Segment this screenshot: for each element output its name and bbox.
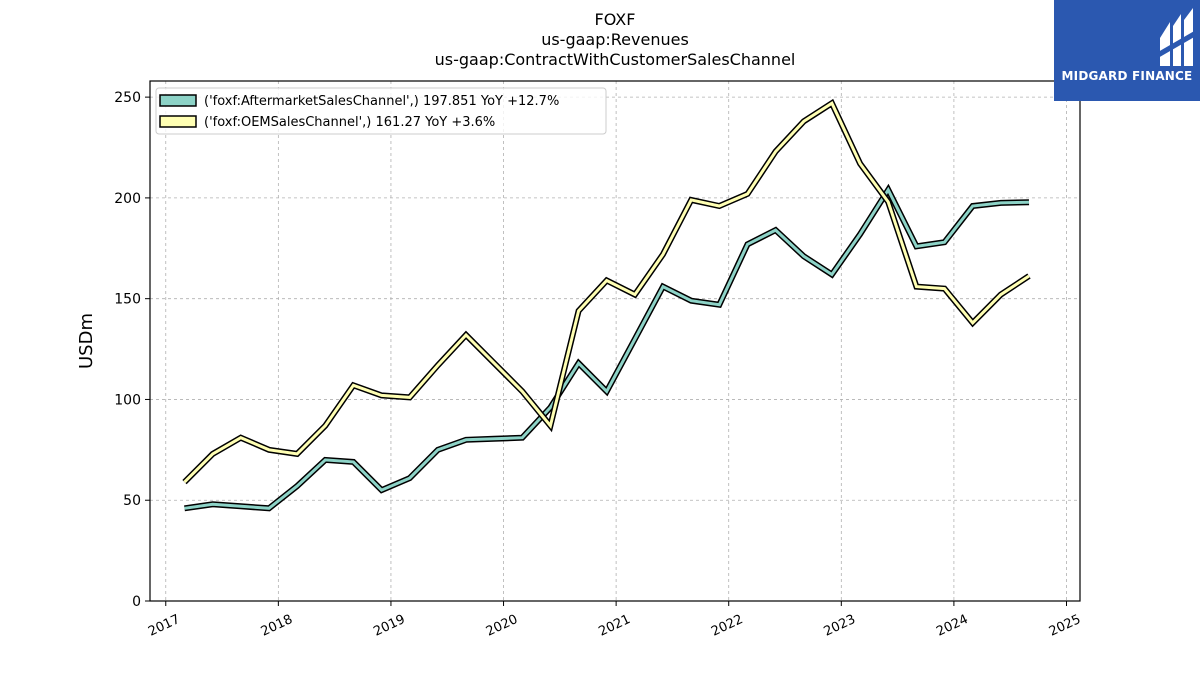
series-outline-1	[182, 98, 1031, 485]
chart-title: FOXF	[594, 10, 636, 29]
series-line-1	[183, 101, 1030, 484]
x-tick-label: 2020	[484, 612, 520, 640]
x-tick-label: 2018	[259, 612, 295, 640]
y-tick-label: 0	[132, 594, 141, 610]
x-tick-label: 2023	[822, 612, 858, 640]
x-axis: 2017 2018 2019 2020 2021 2022 2023 2024 2025	[146, 601, 1083, 640]
y-tick-label: 200	[114, 191, 141, 207]
y-tick-label: 100	[114, 392, 141, 408]
series-layer	[182, 98, 1031, 512]
chart-title-block: FOXF us-gaap:Revenues us-gaap:ContractWi…	[165, 10, 1065, 70]
x-tick-label: 2025	[1047, 612, 1083, 640]
legend-label-aftermarket: ('foxf:AftermarketSalesChannel',) 197.85…	[204, 94, 559, 109]
y-axis: 0 50 100 150 200 250	[114, 90, 150, 610]
y-axis-label: USDm	[76, 313, 97, 369]
x-tick-label: 2024	[934, 612, 970, 640]
legend-box	[155, 87, 607, 135]
x-tick-label: 2019	[371, 612, 407, 640]
logo-mark-icon	[1158, 8, 1196, 66]
y-tick-label: 150	[114, 292, 141, 308]
x-tick-label: 2021	[596, 612, 632, 640]
x-tick-label: 2017	[146, 612, 182, 640]
chart-subtitle-2: us-gaap:ContractWithCustomerSalesChannel	[434, 50, 796, 69]
legend-swatch-oem	[159, 115, 197, 128]
logo-text: MIDGARD FINANCE	[1061, 69, 1193, 83]
x-tick-label: 2022	[709, 612, 745, 640]
series-line-0	[184, 186, 1030, 510]
midgard-finance-logo: MIDGARD FINANCE	[1054, 0, 1200, 101]
legend-swatch-aftermarket	[159, 94, 197, 107]
y-tick-label: 250	[114, 90, 141, 106]
legend: ('foxf:AftermarketSalesChannel',) 197.85…	[155, 87, 607, 135]
y-tick-label: 50	[123, 493, 141, 509]
legend-label-oem: ('foxf:OEMSalesChannel',) 161.27 YoY +3.…	[204, 115, 495, 130]
grid-layer	[150, 81, 1080, 602]
chart-subtitle-1: us-gaap:Revenues	[541, 30, 689, 49]
plot-frame	[149, 80, 1081, 602]
